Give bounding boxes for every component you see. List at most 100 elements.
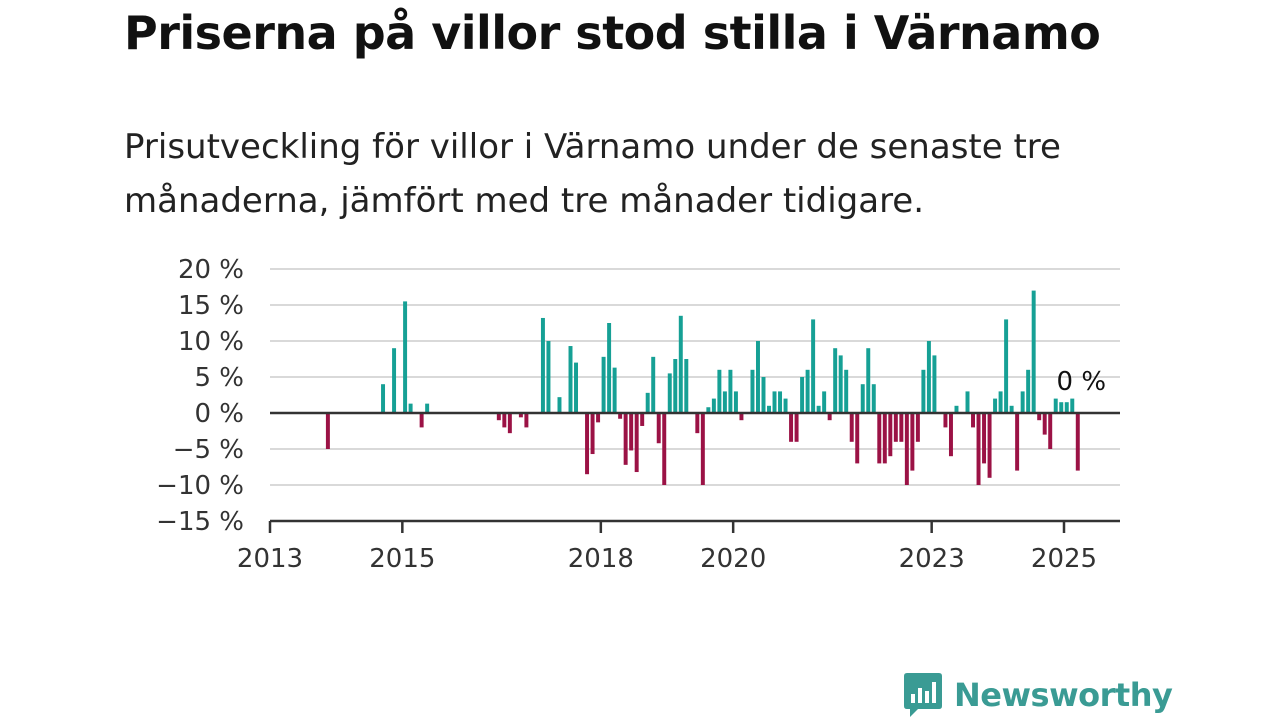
- bar: [893, 413, 898, 442]
- y-tick-label: 0 %: [194, 399, 244, 429]
- bar: [943, 413, 948, 428]
- bar: [640, 413, 645, 426]
- bar: [403, 301, 408, 413]
- bar: [1009, 405, 1014, 413]
- bar: [518, 413, 523, 418]
- bar: [502, 413, 507, 428]
- bar: [976, 413, 981, 485]
- bar: [811, 319, 816, 413]
- bar: [971, 413, 976, 428]
- bar: [612, 367, 617, 413]
- bar: [722, 391, 727, 413]
- bar: [805, 369, 810, 413]
- bar: [1048, 413, 1053, 449]
- bar: [540, 317, 545, 413]
- bar: [899, 413, 904, 442]
- bar: [1059, 402, 1064, 413]
- bar: [596, 413, 601, 423]
- bar: [524, 413, 529, 428]
- bar: [755, 341, 760, 413]
- bar: [1070, 398, 1075, 413]
- bar: [954, 405, 959, 413]
- x-axis-ticks: 2013 2015 2018 2020 2023 2025: [237, 521, 1097, 574]
- bar: [822, 391, 827, 413]
- x-tick-label: 2013: [237, 544, 303, 574]
- bar: [733, 391, 738, 413]
- bar: [408, 403, 413, 413]
- bar: [1015, 413, 1020, 471]
- y-tick-label: −10 %: [156, 471, 244, 501]
- bar: [546, 341, 551, 413]
- bar: [888, 413, 893, 457]
- bar: [800, 377, 805, 413]
- axes: [270, 411, 1120, 523]
- bar: [855, 413, 860, 464]
- bar: [496, 413, 501, 421]
- bar: [767, 405, 771, 413]
- bar: [507, 413, 512, 434]
- bar: [948, 413, 953, 457]
- bar: [849, 413, 854, 442]
- bar: [993, 398, 998, 413]
- bar: [662, 413, 667, 485]
- bar: [381, 384, 386, 413]
- bar: [325, 413, 330, 449]
- bar: [684, 359, 689, 413]
- bar: [1026, 369, 1031, 413]
- bar: [717, 369, 722, 413]
- bar: [557, 397, 562, 413]
- x-tick-label: 2025: [1031, 544, 1097, 574]
- bar: [871, 384, 876, 413]
- bar: [998, 391, 1003, 413]
- bar: [783, 398, 788, 413]
- bar: [838, 355, 843, 413]
- newsworthy-logo[interactable]: Newsworthy: [902, 672, 1173, 718]
- y-tick-label: −5 %: [173, 435, 244, 465]
- newsworthy-icon: [904, 673, 942, 717]
- bar: [860, 384, 865, 413]
- x-tick-label: 2018: [568, 544, 634, 574]
- bar: [392, 348, 397, 413]
- y-tick-label: −15 %: [156, 507, 244, 537]
- x-tick-label: 2023: [899, 544, 965, 574]
- bar: [607, 323, 612, 413]
- y-tick-label: 15 %: [178, 291, 244, 321]
- latest-value-label: 0 %: [1057, 367, 1107, 397]
- bar: [921, 369, 926, 413]
- bar: [1042, 413, 1047, 435]
- page-title: Priserna på villor stod stilla i Värnamo: [124, 6, 1101, 60]
- bar: [634, 413, 639, 473]
- bar: [645, 392, 650, 413]
- bar: [1020, 391, 1025, 413]
- bar: [568, 346, 573, 413]
- bar: [695, 413, 700, 434]
- bar: [904, 413, 909, 485]
- bar: [678, 315, 683, 413]
- bar: [728, 369, 733, 413]
- bar: [1075, 413, 1080, 471]
- bar: [700, 413, 705, 485]
- bar: [915, 413, 920, 442]
- bar: [739, 413, 744, 421]
- bar: [1037, 413, 1042, 421]
- bar: [877, 413, 882, 464]
- bar: [706, 407, 711, 413]
- grid-lines: [270, 268, 1120, 486]
- bar: [667, 373, 672, 413]
- bar: [1064, 402, 1069, 413]
- bar: [982, 413, 987, 464]
- bar: [932, 355, 937, 413]
- x-tick-label: 2020: [700, 544, 766, 574]
- bar: [711, 398, 716, 413]
- bar: [651, 356, 656, 413]
- bar: [629, 413, 634, 451]
- bar: [866, 348, 871, 413]
- bar: [772, 391, 777, 413]
- bar: [761, 377, 766, 413]
- bar: [816, 405, 821, 413]
- bar: [574, 362, 579, 413]
- bar: [750, 369, 755, 413]
- x-tick-label: 2015: [369, 544, 435, 574]
- bar: [590, 413, 595, 455]
